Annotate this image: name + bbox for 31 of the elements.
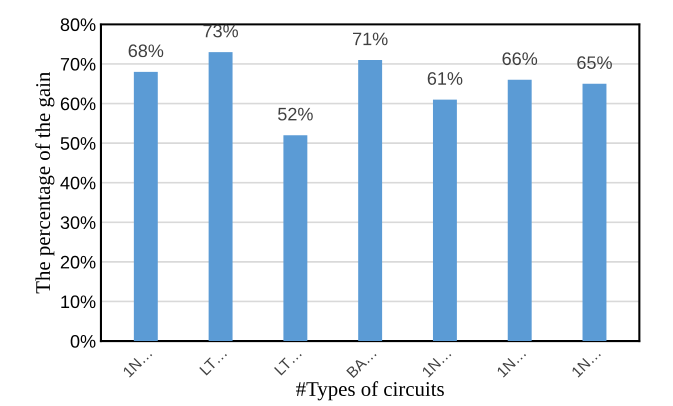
y-axis-title: The percentage of the gain <box>35 72 54 294</box>
y-tick-label: 50% <box>60 137 96 150</box>
x-axis-title: #Types of circuits <box>296 381 444 400</box>
y-tick-label: 40% <box>60 176 96 190</box>
bar <box>208 52 233 342</box>
x-tick-label: 1N… <box>122 348 152 378</box>
bar <box>358 60 382 342</box>
y-tick-label: 70% <box>60 58 96 71</box>
x-tick-label: BA… <box>346 348 377 378</box>
bar <box>283 135 308 342</box>
x-tick-label: 1N… <box>571 348 601 378</box>
x-tick-label: LT… <box>199 348 227 376</box>
x-tick-label: 1N… <box>496 348 526 378</box>
x-tick-label: LT… <box>274 348 302 376</box>
data-label: 61% <box>428 72 462 85</box>
x-tick-label: 1N… <box>422 348 452 378</box>
y-tick-label: 10% <box>61 295 96 308</box>
y-tick-label: 80% <box>60 18 96 32</box>
data-label: 65% <box>577 56 612 70</box>
bar <box>432 100 457 342</box>
data-label: 71% <box>353 32 388 46</box>
data-label: 68% <box>128 44 164 58</box>
bar <box>134 72 158 342</box>
y-tick-label: 30% <box>60 216 96 230</box>
bar <box>508 80 532 342</box>
y-tick-label: 0% <box>70 334 96 348</box>
data-label: 66% <box>502 52 538 66</box>
bar <box>582 84 606 342</box>
y-tick-label: 60% <box>60 97 96 110</box>
data-label: 52% <box>278 108 313 121</box>
y-tick-label: 20% <box>60 256 96 269</box>
